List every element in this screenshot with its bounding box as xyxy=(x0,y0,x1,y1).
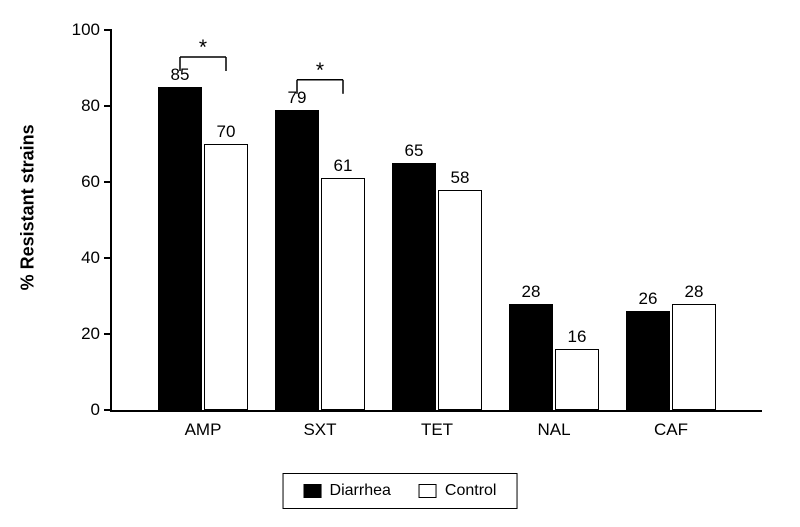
y-tick-label: 40 xyxy=(81,248,100,268)
significance-bracket-sxt xyxy=(112,30,762,410)
legend-swatch-control xyxy=(419,484,437,498)
legend: Diarrhea Control xyxy=(283,473,518,509)
y-axis-title: % Resistant strains xyxy=(18,124,39,290)
y-tick xyxy=(104,257,112,259)
y-tick xyxy=(104,29,112,31)
category-label-amp: AMP xyxy=(185,420,222,440)
y-tick xyxy=(104,105,112,107)
y-tick-label: 80 xyxy=(81,96,100,116)
y-tick-label: 60 xyxy=(81,172,100,192)
legend-item-diarrhea: Diarrhea xyxy=(304,482,391,500)
y-tick xyxy=(104,333,112,335)
chart-container: % Resistant strains 0204060801008570AMP7… xyxy=(0,0,800,527)
y-tick-label: 20 xyxy=(81,324,100,344)
y-tick-label: 100 xyxy=(72,20,100,40)
category-label-nal: NAL xyxy=(537,420,570,440)
category-label-tet: TET xyxy=(421,420,453,440)
y-tick-label: 0 xyxy=(91,400,100,420)
plot-area: 0204060801008570AMP7961SXT6558TET2816NAL… xyxy=(110,30,762,412)
y-tick xyxy=(104,409,112,411)
y-tick xyxy=(104,181,112,183)
legend-swatch-diarrhea xyxy=(304,484,322,498)
legend-label-diarrhea: Diarrhea xyxy=(330,482,391,500)
category-label-sxt: SXT xyxy=(303,420,336,440)
legend-label-control: Control xyxy=(445,482,497,500)
significance-mark: * xyxy=(316,59,324,83)
category-label-caf: CAF xyxy=(654,420,688,440)
legend-item-control: Control xyxy=(419,482,497,500)
